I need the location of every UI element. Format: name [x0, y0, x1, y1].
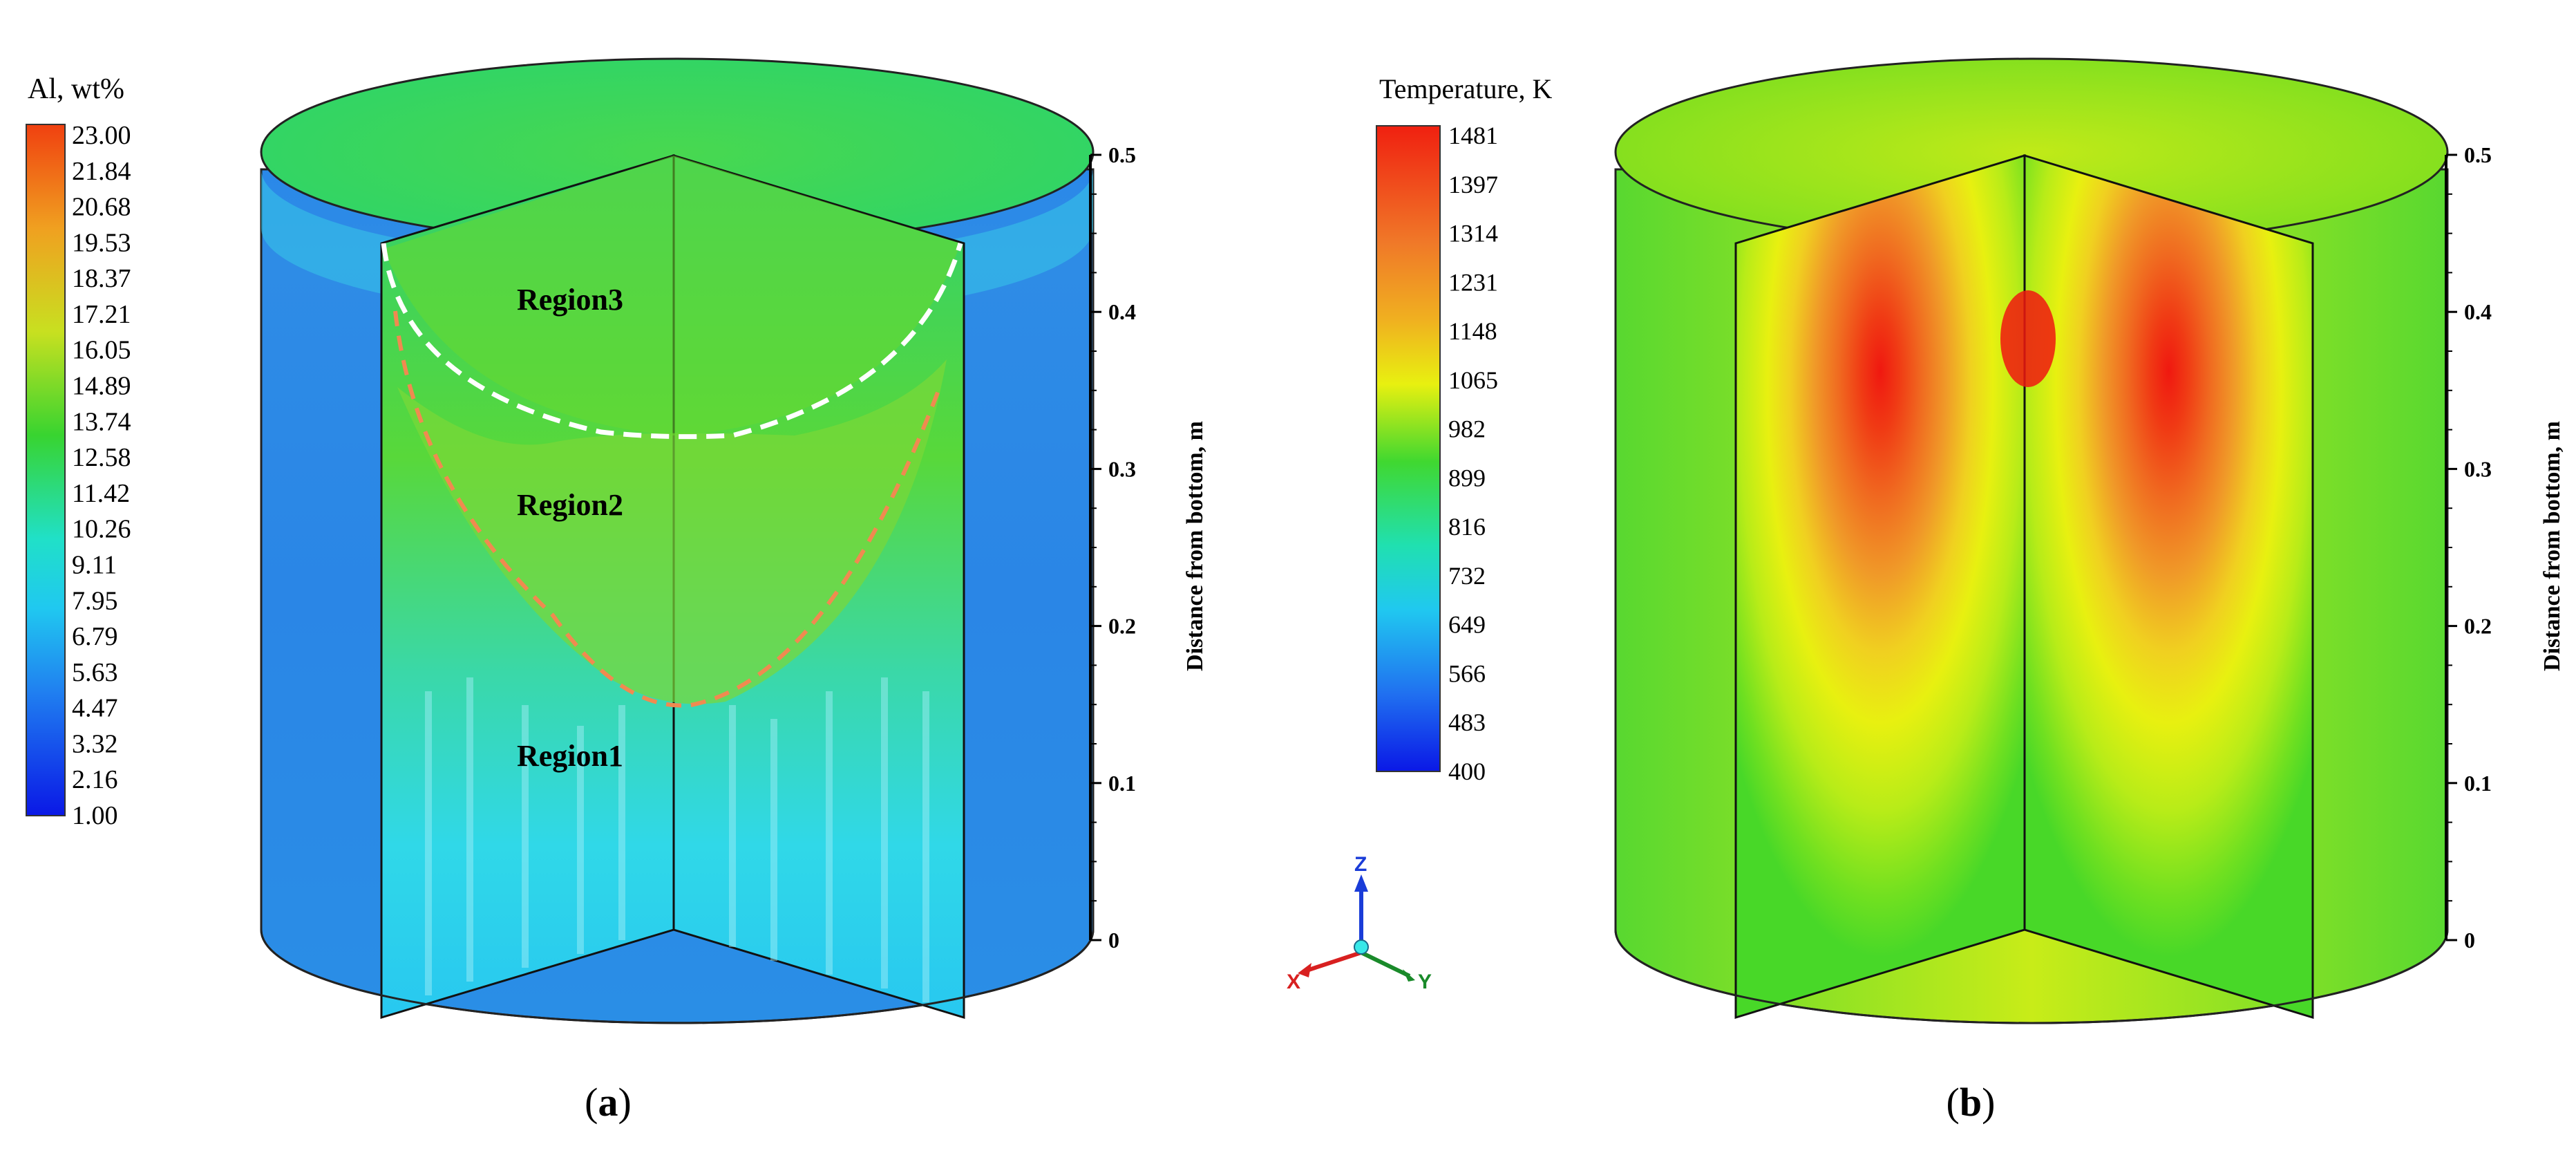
- cylinder-b-cut-left: [1734, 153, 2026, 1020]
- axis-a: 0.5 0.4 0.3 0.2 0.1 0 Distance from bottom, m: [1089, 142, 1208, 953]
- colorbar-al-tick-label: 2.16: [72, 765, 118, 794]
- colorbar-al: Al, wt% 23.00 21.84 20.68 19.53 18.37 17.21 16…: [26, 73, 131, 830]
- region2-label: Region2: [517, 488, 623, 522]
- axis-b-tick-label: 0.2: [2464, 614, 2492, 639]
- axis-a-tick-label: 0: [1108, 928, 1119, 953]
- coordinate-triad: Z X Y: [1287, 853, 1432, 993]
- colorbar-temperature-tick-label: 899: [1448, 464, 1486, 491]
- colorbar-al-tick-label: 20.68: [72, 193, 131, 222]
- panel-b: Temperature, K 1481 1397 1314 1231 1148 1065 9…: [1376, 57, 2565, 1125]
- colorbar-al-tick-label: 21.84: [72, 157, 131, 186]
- colorbar-al-bar: [26, 124, 66, 816]
- colorbar-temperature-tick-label: 732: [1448, 562, 1486, 590]
- colorbar-al-tick-label: 16.05: [72, 336, 131, 365]
- colorbar-temperature-tick-label: 1065: [1448, 366, 1498, 394]
- colorbar-al-tick-label: 5.63: [72, 658, 118, 687]
- colorbar-al-tick-label: 12.58: [72, 443, 131, 472]
- caption-b: (b): [1947, 1080, 1996, 1125]
- region2-zone: [397, 359, 947, 704]
- caption-a: (a): [585, 1080, 632, 1125]
- colorbar-temperature-tick-label: 649: [1448, 611, 1486, 639]
- colorbar-al-tick-label: 11.42: [72, 479, 130, 508]
- axis-a-tick-label: 0.4: [1108, 299, 1136, 324]
- axis-a-ticks: 0.5 0.4 0.3 0.2 0.1 0: [1090, 142, 1136, 953]
- axis-a-tick-label: 0.2: [1108, 614, 1136, 639]
- cylinder-aluminum-distribution: Region3 Region2 Region1: [260, 57, 1095, 1024]
- triad-y-label: Y: [1418, 971, 1432, 993]
- colorbar-temperature-tick-label: 1397: [1448, 171, 1498, 198]
- colorbar-al-tick-label: 19.53: [72, 228, 131, 257]
- colorbar-temperature: Temperature, K 1481 1397 1314 1231 1148 1065 9…: [1376, 73, 1553, 785]
- axis-b-tick-label: 0: [2464, 928, 2475, 953]
- colorbar-al-tick-label: 14.89: [72, 372, 131, 401]
- cylinder-a-streaks: [425, 677, 929, 1002]
- colorbar-al-tick-label: 23.00: [72, 121, 131, 150]
- triad-z-label: Z: [1354, 853, 1367, 876]
- axis-b-tick-label: 0.3: [2464, 456, 2492, 481]
- colorbar-al-tick-label: 10.26: [72, 515, 131, 544]
- axis-b-tick-label: 0.5: [2464, 142, 2492, 167]
- axis-a-tick-label: 0.5: [1108, 142, 1136, 167]
- axis-a-label: Distance from bottom, m: [1182, 421, 1208, 671]
- colorbar-al-tick-label: 3.32: [72, 729, 118, 758]
- region1-label: Region1: [517, 739, 623, 773]
- colorbar-temperature-tick-label: 1148: [1448, 317, 1497, 345]
- cylinder-b-bottom-rim: [1614, 929, 2449, 1024]
- axis-b: 0.5 0.4 0.3 0.2 0.1 0 Distance from bottom, m: [2445, 142, 2565, 953]
- axis-a-tick-label: 0.3: [1108, 456, 1136, 481]
- colorbar-al-tick-label: 1.00: [72, 801, 118, 830]
- colorbar-al-title: Al, wt%: [28, 73, 124, 105]
- axis-a-tick-label: 0.1: [1108, 771, 1136, 796]
- cylinder-temperature-field: [1614, 57, 2449, 1024]
- colorbar-al-tick-label: 17.21: [72, 300, 131, 329]
- region3-zone: [383, 156, 960, 435]
- colorbar-al-tick-label: 18.37: [72, 264, 131, 293]
- colorbar-temperature-tick-label: 1481: [1448, 122, 1498, 149]
- cylinder-b-cut-right: [2023, 153, 2314, 1020]
- region3-boundary: [381, 243, 963, 440]
- colorbar-temperature-ticks: 1481 1397 1314 1231 1148 1065 982 899 816 732 649 5…: [1448, 122, 1498, 785]
- colorbar-temperature-tick-label: 982: [1448, 415, 1486, 443]
- colorbar-al-tick-label: 7.95: [72, 586, 118, 615]
- cylinder-a-bottom-rim: [260, 929, 1095, 1024]
- colorbar-temperature-tick-label: 483: [1448, 709, 1486, 736]
- axis-b-label: Distance from bottom, m: [2539, 421, 2565, 671]
- colorbar-al-tick-label: 4.47: [72, 694, 118, 723]
- axis-b-tick-label: 0.4: [2464, 299, 2492, 324]
- panel-a: Al, wt% 23.00 21.84 20.68 19.53 18.37 17.21 16…: [26, 57, 1208, 1125]
- colorbar-temperature-tick-label: 400: [1448, 758, 1486, 785]
- colorbar-temperature-bar: [1376, 125, 1441, 772]
- colorbar-temperature-tick-label: 816: [1448, 513, 1486, 541]
- axis-b-ticks: 0.5 0.4 0.3 0.2 0.1 0: [2446, 142, 2492, 953]
- colorbar-temperature-tick-label: 1231: [1448, 268, 1498, 296]
- colorbar-temperature-tick-label: 566: [1448, 659, 1486, 687]
- colorbar-al-ticks: 23.00 21.84 20.68 19.53 18.37 17.21 16.05 14.89…: [72, 121, 131, 830]
- triad-x-label: X: [1287, 971, 1300, 993]
- axis-b-tick-label: 0.1: [2464, 771, 2492, 796]
- colorbar-al-tick-label: 9.11: [72, 550, 117, 579]
- colorbar-al-tick-label: 13.74: [72, 407, 131, 436]
- region2-boundary: [393, 310, 942, 708]
- colorbar-al-tick-label: 6.79: [72, 622, 118, 651]
- hot-spot: [2000, 290, 2056, 387]
- colorbar-temperature-tick-label: 1314: [1448, 220, 1498, 247]
- region3-label: Region3: [517, 283, 623, 317]
- colorbar-temperature-title: Temperature, K: [1379, 73, 1553, 104]
